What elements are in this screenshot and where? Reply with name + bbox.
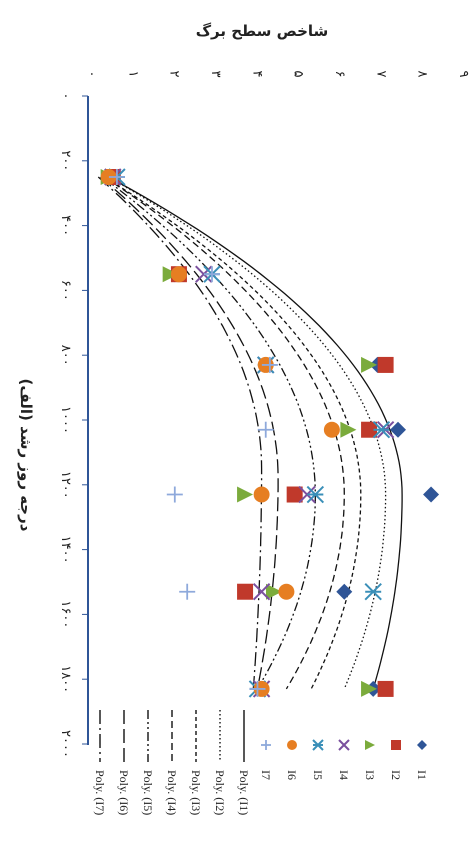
marker-plus (257, 421, 274, 438)
x-tick-label: ۲۰۰۰ (58, 730, 73, 758)
marker-circle (100, 169, 117, 185)
trendline (108, 176, 403, 690)
legend: I1 I2 I3 I4 I5 I6 I7 Poly. (I1) Poly. (I2) Poly. … (93, 710, 429, 815)
marker-circle (170, 266, 187, 283)
marker-star (306, 485, 325, 504)
y-axis-title: شاخص سطح برگ (196, 22, 329, 40)
marker-star (312, 739, 324, 751)
marker-plus (204, 266, 220, 283)
x-tick-label: ۰ (58, 93, 73, 100)
marker-circle (278, 583, 295, 600)
legend-label: Poly. (I2) (213, 770, 227, 815)
marker-square (377, 680, 394, 697)
legend-label: Poly. (I1) (237, 770, 251, 815)
legend-label: Poly. (I5) (141, 770, 155, 815)
marker-x (298, 485, 316, 504)
x-tick-label: ۴۰۰ (58, 215, 73, 236)
marker-circle (253, 486, 270, 503)
trendlines (97, 176, 403, 690)
legend-label: I7 (259, 770, 273, 780)
marker-plus (179, 583, 196, 600)
legend-label: Poly. (I4) (165, 770, 179, 815)
trendline (99, 176, 279, 690)
y-tick-label: ۸ (415, 71, 430, 78)
marker-plus (108, 169, 125, 185)
legend-label: Poly. (I6) (117, 770, 131, 815)
legend-label: I2 (389, 770, 403, 780)
marker-triangle (361, 356, 378, 373)
legend-label: Poly. (I7) (93, 770, 107, 815)
y-tick-label: ۶ (332, 71, 347, 78)
data-points (100, 168, 440, 698)
marker-plus (166, 486, 183, 503)
y-tick-label: ۰ (84, 71, 99, 78)
legend-label: I5 (311, 770, 325, 780)
marker-square (237, 583, 254, 600)
marker-triangle (365, 740, 375, 750)
marker-triangle (361, 680, 378, 697)
marker-plus (261, 740, 271, 750)
marker-x (195, 265, 213, 283)
marker-circle (287, 740, 297, 750)
y-tick-label: ۳ (208, 71, 223, 78)
marker-triangle (266, 583, 282, 600)
marker-square (391, 740, 401, 750)
marker-plus (249, 680, 266, 697)
trendline (97, 176, 263, 689)
marker-star (364, 583, 382, 601)
legend-label: I3 (363, 770, 377, 780)
marker-x (252, 583, 271, 601)
y-tick-label: ۹ (456, 71, 470, 78)
legend-label: I6 (285, 770, 299, 780)
x-tick-label: ۲۰۰ (58, 150, 73, 171)
marker-x (338, 739, 350, 751)
x-tick-label: ۱۴۰۰ (58, 536, 73, 564)
trendline (104, 176, 362, 690)
x-tick-label: ۱۲۰۰ (58, 471, 73, 499)
marker-plus (261, 356, 278, 373)
legend-label: Poly. (I3) (189, 770, 203, 815)
x-tick-label: ۶۰۰ (58, 280, 73, 301)
trendline (104, 176, 345, 690)
x-tick-label: ۸۰۰ (58, 345, 73, 366)
marker-triangle (162, 266, 179, 283)
trendline (102, 176, 316, 690)
y-tick-label: ۴ (249, 71, 264, 78)
x-tick-label: ۱۶۰۰ (58, 600, 73, 628)
y-tick-labels: ۰ ۱ ۲ ۳ ۴ ۵ ۶ ۷ ۸ ۹ (84, 71, 470, 78)
y-tick-label: ۵ (291, 71, 306, 78)
marker-circle (323, 421, 340, 438)
marker-star (372, 421, 391, 439)
marker-square (286, 486, 303, 503)
marker-square (361, 421, 378, 438)
x-tick-labels: ۰ ۲۰۰ ۴۰۰ ۶۰۰ ۸۰۰ ۱۰۰۰ ۱۲۰۰ ۱۴۰۰ ۱۶۰۰ ۱۸۰۰ ۲۰۰۰ (58, 93, 88, 758)
y-tick-label: ۲ (167, 71, 182, 78)
marker-diamond (336, 583, 353, 600)
marker-diamond (417, 740, 427, 750)
y-tick-label: ۱ (125, 71, 140, 78)
y-tick-label: ۷ (373, 71, 388, 78)
marker-square (377, 356, 394, 373)
marker-triangle (237, 486, 254, 503)
marker-diamond (423, 486, 440, 503)
x-axis-title: درجه روز رشد (الف) (17, 379, 35, 532)
marker-triangle (340, 421, 357, 438)
legend-label: I4 (337, 770, 351, 780)
legend-label: I1 (415, 770, 429, 780)
marker-diamond (390, 421, 406, 438)
x-tick-label: ۱۸۰۰ (58, 665, 73, 693)
x-tick-label: ۱۰۰۰ (58, 406, 73, 434)
